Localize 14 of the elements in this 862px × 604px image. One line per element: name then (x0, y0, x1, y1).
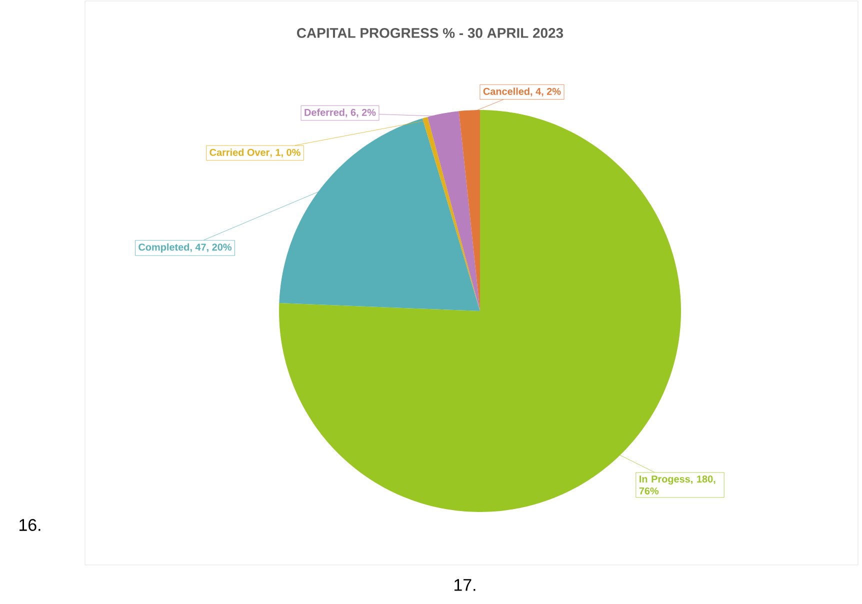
slice-label: Deferred (304, 108, 344, 116)
slice-label: Carried Over (210, 148, 270, 156)
data-label: , 6, 2% (346, 108, 376, 118)
data-label: , 4, 2% (530, 88, 561, 96)
chart-title: CAPITAL PROGRESS % - 30 APRIL 2023 (297, 28, 564, 38)
text: 16. (20, 518, 40, 531)
data-label: , 1, 0% (270, 148, 300, 158)
text: 17. (454, 579, 476, 591)
data-label: , 47, 20% (190, 244, 232, 252)
slice-label: Cancelled (483, 88, 530, 95)
slice-label: Completed (138, 243, 190, 253)
text: , 180, (691, 475, 716, 484)
slice-label: In Progess (640, 476, 690, 485)
text: 76% (639, 487, 659, 494)
